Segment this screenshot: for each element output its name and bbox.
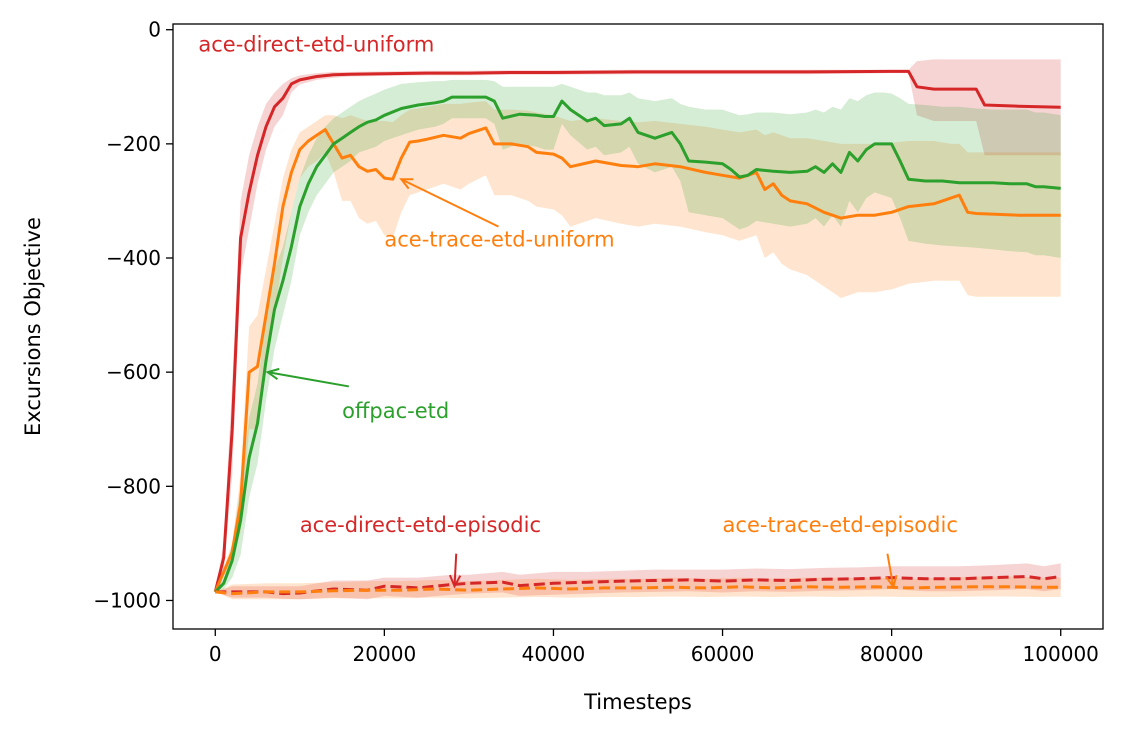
x-tick-label: 20000 xyxy=(353,642,417,666)
x-axis-ticks: 0 20000 40000 60000 80000 100000 xyxy=(209,629,1099,666)
band-ace-direct-etd-uniform xyxy=(215,59,1061,592)
annotation-ace-trace-etd-uniform: ace-trace-etd-uniform xyxy=(384,228,614,252)
y-tick-label: −1000 xyxy=(93,588,161,612)
x-tick-label: 0 xyxy=(209,642,222,666)
x-tick-label: 60000 xyxy=(691,642,755,666)
x-tick-label: 100000 xyxy=(1023,642,1099,666)
line-ace-trace-etd-episodic xyxy=(215,585,1061,596)
annotation-arrow-ace-trace-etd-episodic xyxy=(886,553,895,587)
y-axis-label: Excursions Objective xyxy=(21,217,45,436)
annotation-arrowhead-ace-direct-etd-episodic xyxy=(448,574,462,589)
band-offpac-etd xyxy=(215,79,1061,592)
annotation-arrowhead-ace-trace-etd-uniform xyxy=(399,178,414,190)
y-axis-ticks: 0 −200 −400 −600 −800 −1000 xyxy=(93,18,173,612)
y-tick-label: −200 xyxy=(106,132,161,156)
line-ace-direct-etd-uniform xyxy=(213,69,1061,593)
annotation-arrow-offpac-etd xyxy=(267,371,350,388)
x-tick-label: 40000 xyxy=(522,642,586,666)
y-tick-label: −800 xyxy=(106,474,161,498)
plot-frame xyxy=(172,23,1104,630)
series-lines xyxy=(213,69,1061,596)
annotation-arrow-ace-trace-etd-uniform xyxy=(400,178,499,228)
y-tick-label: −400 xyxy=(106,246,161,270)
y-tick-label: 0 xyxy=(148,18,161,42)
annotation-offpac-etd: offpac-etd xyxy=(342,399,449,423)
x-tick-label: 80000 xyxy=(860,642,924,666)
line-offpac-etd xyxy=(214,95,1061,593)
line-ace-trace-etd-uniform xyxy=(213,126,1061,593)
annotation-ace-direct-etd-episodic: ace-direct-etd-episodic xyxy=(300,513,541,537)
x-axis-label: Timesteps xyxy=(583,690,692,714)
annotation-arrowhead-ace-trace-etd-episodic xyxy=(885,574,898,590)
band-ace-trace-etd-uniform xyxy=(215,101,1061,592)
annotation-ace-trace-etd-episodic: ace-trace-etd-episodic xyxy=(723,513,958,537)
annotation-arrow-ace-direct-etd-episodic xyxy=(453,553,458,587)
annotation-arrowhead-offpac-etd xyxy=(265,367,280,380)
annotation-ace-direct-etd-uniform: ace-direct-etd-uniform xyxy=(198,32,434,56)
annotations: ace-direct-etd-uniform ace-trace-etd-unif… xyxy=(198,32,958,590)
y-tick-label: −600 xyxy=(106,360,161,384)
